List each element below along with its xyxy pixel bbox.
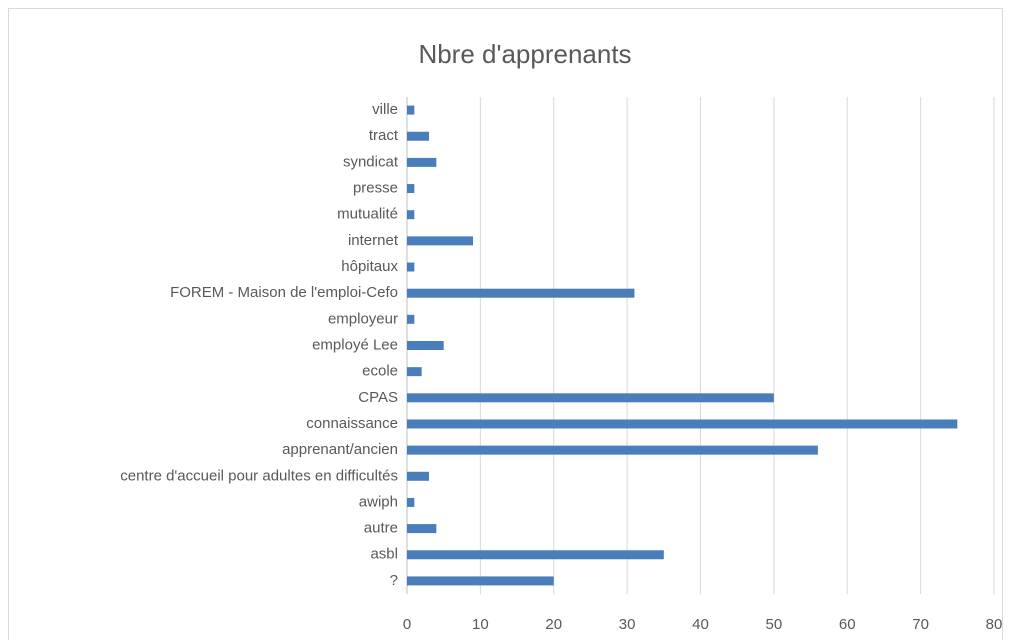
bar bbox=[407, 341, 444, 350]
y-tick-label: ? bbox=[390, 572, 398, 589]
bar bbox=[407, 550, 664, 560]
y-tick-label: mutualité bbox=[337, 206, 398, 223]
y-tick-label: employeur bbox=[328, 310, 398, 327]
x-tick-label: 50 bbox=[766, 616, 783, 633]
y-tick-label: ville bbox=[372, 101, 398, 118]
x-tick-label: 20 bbox=[545, 616, 562, 633]
bar bbox=[407, 393, 774, 403]
bar bbox=[407, 314, 415, 324]
y-tick-label: CPAS bbox=[358, 389, 398, 406]
x-tick-label: 30 bbox=[619, 616, 636, 633]
bar bbox=[407, 471, 430, 481]
bar bbox=[407, 262, 415, 272]
y-tick-label: presse bbox=[353, 180, 398, 197]
bar bbox=[407, 157, 437, 167]
bar bbox=[407, 419, 958, 429]
bar bbox=[407, 367, 422, 377]
y-tick-label: connaissance bbox=[306, 415, 398, 432]
bar bbox=[407, 524, 437, 534]
y-tick-label: apprenant/ancien bbox=[282, 441, 398, 458]
y-tick-label: internet bbox=[348, 232, 399, 249]
x-tick-label: 80 bbox=[986, 616, 1003, 633]
x-tick-label: 10 bbox=[472, 616, 489, 633]
x-tick-label: 60 bbox=[839, 616, 856, 633]
bar bbox=[407, 445, 818, 455]
y-tick-label: asbl bbox=[370, 546, 398, 563]
bar bbox=[407, 576, 554, 586]
bar bbox=[407, 288, 635, 298]
y-tick-label: awiph bbox=[359, 493, 398, 510]
bar bbox=[407, 210, 415, 220]
y-tick-label: tract bbox=[369, 127, 399, 144]
x-tick-label: 70 bbox=[912, 616, 929, 633]
y-tick-label: autre bbox=[364, 520, 398, 537]
bar bbox=[407, 236, 474, 246]
y-tick-label: FOREM - Maison de l'emploi-Cefo bbox=[170, 284, 398, 301]
bar bbox=[407, 184, 415, 194]
x-tick-label: 0 bbox=[403, 616, 411, 633]
y-tick-label: hôpitaux bbox=[341, 258, 398, 275]
chart-title: Nbre d'apprenants bbox=[418, 39, 631, 69]
y-tick-label: ecole bbox=[362, 363, 398, 380]
chart-frame bbox=[8, 8, 1003, 640]
bar bbox=[407, 497, 415, 507]
y-tick-label: employé Lee bbox=[312, 336, 398, 353]
bar bbox=[407, 131, 430, 141]
x-tick-label: 40 bbox=[692, 616, 709, 633]
y-tick-label: syndicat bbox=[343, 153, 399, 170]
bar bbox=[407, 105, 415, 115]
y-tick-label: centre d'accueil pour adultes en difficu… bbox=[120, 467, 398, 484]
